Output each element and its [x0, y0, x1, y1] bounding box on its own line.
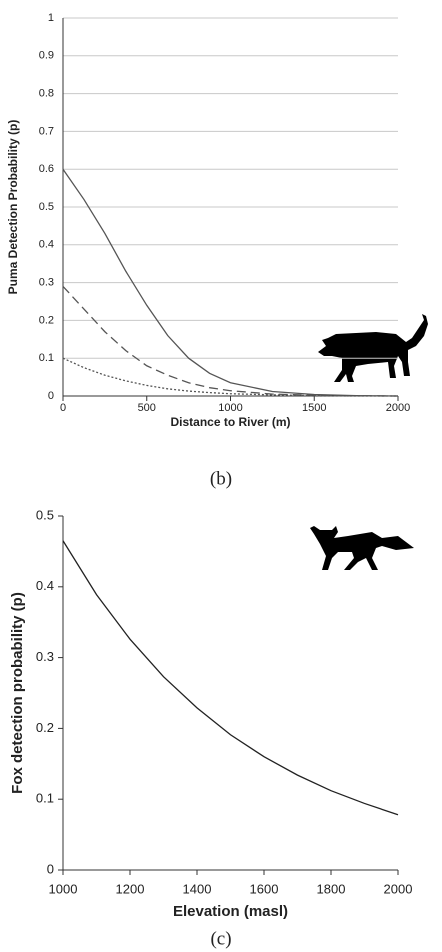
puma-silhouette	[318, 314, 428, 382]
x-tick-label: 1000	[49, 881, 78, 896]
x-tick-label: 1500	[302, 402, 326, 414]
x-tick-label: 1400	[183, 881, 212, 896]
y-tick-label: 0.8	[39, 88, 54, 100]
y-tick-label: 1	[48, 12, 54, 24]
x-tick-label: 1800	[317, 881, 346, 896]
x-tick-label: 1600	[250, 881, 279, 896]
y-tick-label: 0.4	[36, 578, 54, 593]
y-axis-title: Fox detection probability (p)	[9, 592, 26, 794]
y-tick-label: 0.2	[39, 314, 54, 326]
fox-silhouette	[310, 526, 414, 570]
y-tick-label: 0.6	[39, 163, 54, 175]
y-tick-label: 0.3	[36, 649, 54, 664]
x-tick-label: 500	[138, 402, 156, 414]
y-tick-label: 0.7	[39, 125, 54, 137]
y-tick-label: 0	[47, 861, 54, 876]
x-tick-label: 1200	[116, 881, 145, 896]
series-line	[62, 540, 399, 816]
y-axis-title: Puma Detection Probability (p)	[6, 120, 20, 295]
y-tick-label: 0.2	[36, 720, 54, 735]
y-tick-label: 0.1	[36, 791, 54, 806]
y-tick-label: 0.5	[36, 507, 54, 522]
caption: (c)	[210, 928, 231, 949]
caption: (b)	[210, 468, 232, 489]
x-tick-label: 1000	[218, 402, 242, 414]
x-tick-label: 0	[60, 402, 66, 414]
series-line	[62, 168, 399, 397]
y-tick-label: 0.4	[39, 239, 54, 251]
y-tick-label: 0.3	[39, 277, 54, 289]
x-tick-label: 2000	[386, 402, 410, 414]
y-tick-label: 0.9	[39, 50, 54, 62]
x-axis-title: Elevation (masl)	[173, 903, 288, 920]
series-line	[62, 357, 398, 397]
y-tick-label: 0.5	[39, 201, 54, 213]
x-axis-title: Distance to River (m)	[170, 415, 290, 429]
x-tick-label: 2000	[384, 881, 413, 896]
y-tick-label: 0.1	[39, 352, 54, 364]
y-tick-label: 0	[48, 390, 54, 402]
